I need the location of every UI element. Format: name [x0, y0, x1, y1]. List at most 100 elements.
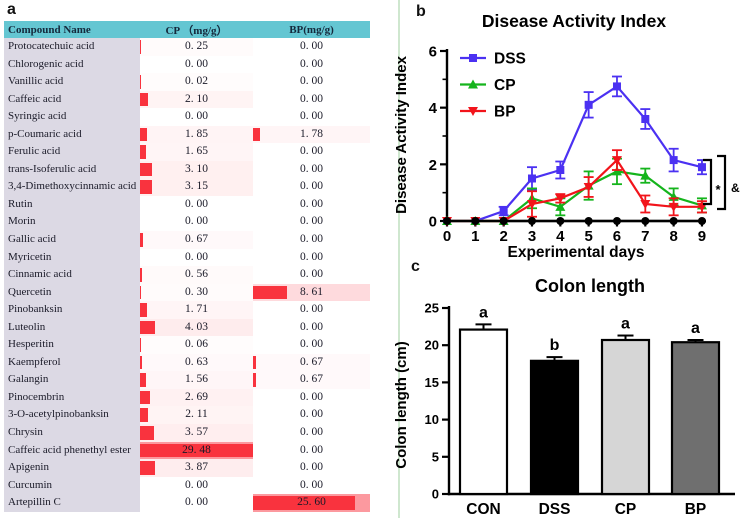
compound-name-cell: Galangin [4, 371, 140, 389]
cp-value-cell: 0. 00 [140, 494, 253, 512]
bp-value-cell: 0. 00 [253, 319, 370, 337]
x-tick-label: 9 [698, 228, 706, 245]
table-row: 3-O-acetylpinobanksin 2. 11 0. 00 [4, 406, 370, 425]
cp-value: 0. 00 [185, 215, 208, 228]
value-bar [140, 40, 142, 54]
bp-value: 0. 00 [300, 250, 323, 263]
bp-value-cell: 0. 00 [253, 213, 370, 231]
legend-label-DSS: DSS [494, 51, 526, 68]
value-bar [140, 320, 156, 335]
circle-marker [527, 217, 536, 225]
circle-marker [471, 217, 480, 225]
compound-name-cell: trans-Isoferulic acid [4, 160, 140, 179]
table-row: Luteolin 4. 03 0. 00 [4, 318, 370, 337]
cp-value: 0. 25 [185, 40, 208, 52]
legend-item-DSS: DSS [460, 51, 526, 68]
bp-value: 0. 00 [300, 57, 323, 70]
cp-value-cell: 29. 48 [140, 441, 253, 460]
square-marker [499, 207, 508, 216]
header-cp-column: CP （mg/g） [165, 24, 228, 37]
table-row: Caffeic acid phenethyl ester 29. 48 0. 00 [4, 441, 370, 460]
bp-value: 0. 00 [300, 478, 323, 491]
value-bar [140, 75, 142, 89]
circle-marker [499, 217, 508, 225]
cp-value-cell: 0. 00 [140, 213, 253, 231]
compound-name-cell: Pinobanksin [4, 301, 140, 319]
x-tick-label: 8 [669, 228, 677, 245]
header-compound-name: Compound Name [8, 23, 91, 36]
bp-value-cell: 0. 67 [253, 371, 370, 389]
triangle-up-marker [611, 166, 622, 176]
bp-value-cell: 0. 00 [253, 249, 370, 267]
panel-c-label: c [411, 258, 420, 275]
cp-value-cell: 0. 00 [140, 477, 253, 495]
table-row: Curcumin 0. 00 0. 00 [4, 476, 370, 495]
table-row: Chrysin 3. 57 0. 00 [4, 424, 370, 442]
triangle-up-marker [555, 201, 566, 211]
cp-value: 0. 30 [185, 285, 208, 298]
cp-value-cell: 0. 30 [140, 284, 253, 302]
legend-item-CP: CP [460, 77, 516, 94]
x-tick-label: 5 [584, 228, 592, 245]
bp-value: 0. 00 [300, 197, 323, 210]
circle-marker [556, 217, 565, 225]
square-marker [612, 82, 621, 91]
y-tick-label: 20 [425, 338, 439, 353]
bp-value: 0. 67 [300, 373, 323, 386]
significance-bracket [703, 158, 713, 206]
compound-name-cell: Myricetin [4, 248, 140, 267]
cp-value-cell: 2. 10 [140, 90, 253, 109]
compound-name-cell: Apigenin [4, 459, 140, 477]
value-bar [140, 355, 143, 370]
cp-value: 0. 00 [185, 478, 208, 491]
cp-value-cell: 2. 69 [140, 388, 253, 407]
compound-name-cell: Vanillic acid [4, 73, 140, 91]
triangle-down-marker [555, 194, 566, 204]
x-tick-label: 4 [556, 228, 565, 245]
x-tick-label: 7 [641, 228, 649, 245]
y-tick-label: 0 [432, 487, 439, 502]
cp-value-cell: 3. 15 [140, 178, 253, 196]
cp-value-cell: 0. 56 [140, 266, 253, 284]
bp-value-cell: 0. 00 [253, 56, 370, 74]
chart-c-ylabel: Colon length (cm) [393, 341, 410, 469]
category-label-CP: CP [615, 501, 637, 518]
cp-value-cell: 3. 10 [140, 160, 253, 179]
bp-value-cell: 0. 00 [253, 73, 370, 91]
table-row: Chlorogenic acid 0. 00 0. 00 [4, 55, 370, 74]
table-row: Pinobanksin 1. 71 0. 00 [4, 301, 370, 319]
cp-value-cell: 0. 02 [140, 73, 253, 91]
bp-value: 0. 00 [300, 215, 323, 228]
table-body: Protocatechuic acid 0. 25 0. 00 Chlorogenic… [4, 38, 370, 512]
table-row: Gallic acid 0. 67 0. 00 [4, 231, 370, 249]
bp-value-cell: 8. 61 [253, 283, 370, 302]
cp-value: 2. 10 [185, 92, 208, 105]
legend-label-CP: CP [494, 77, 516, 94]
chart-b-xlabel: Experimental days [508, 244, 645, 261]
bp-value: 0. 00 [300, 426, 323, 439]
cp-value-cell: 3. 57 [140, 424, 253, 442]
compound-name-cell: Quercetin [4, 283, 140, 302]
table-row: Quercetin 0. 30 8. 61 [4, 283, 370, 302]
square-marker [669, 156, 678, 165]
table-row: p-Coumaric acid 1. 85 1. 78 [4, 125, 370, 144]
compound-name-cell: Syringic acid [4, 108, 140, 126]
bp-value: 0. 00 [300, 303, 323, 316]
bp-value: 25. 60 [297, 496, 326, 509]
bar-letter: a [691, 320, 700, 337]
bp-value-cell: 0. 00 [253, 389, 370, 407]
series-BP [442, 149, 707, 226]
bp-value-cell: 0. 00 [253, 91, 370, 109]
table-row: Ferulic acid 1. 65 0. 00 [4, 143, 370, 161]
cp-value: 2. 11 [185, 408, 208, 421]
value-bar [140, 426, 154, 440]
compound-name-cell: 3-O-acetylpinobanksin [4, 406, 140, 425]
y-tick-label: 10 [425, 412, 439, 427]
bar-letter: a [621, 316, 630, 333]
category-label-CON: CON [466, 501, 500, 518]
value-bar [140, 373, 146, 387]
bp-value-cell: 0. 67 [253, 354, 370, 372]
bp-value-cell: 0. 00 [253, 161, 370, 179]
value-bar [253, 496, 355, 510]
value-bar [253, 355, 256, 370]
